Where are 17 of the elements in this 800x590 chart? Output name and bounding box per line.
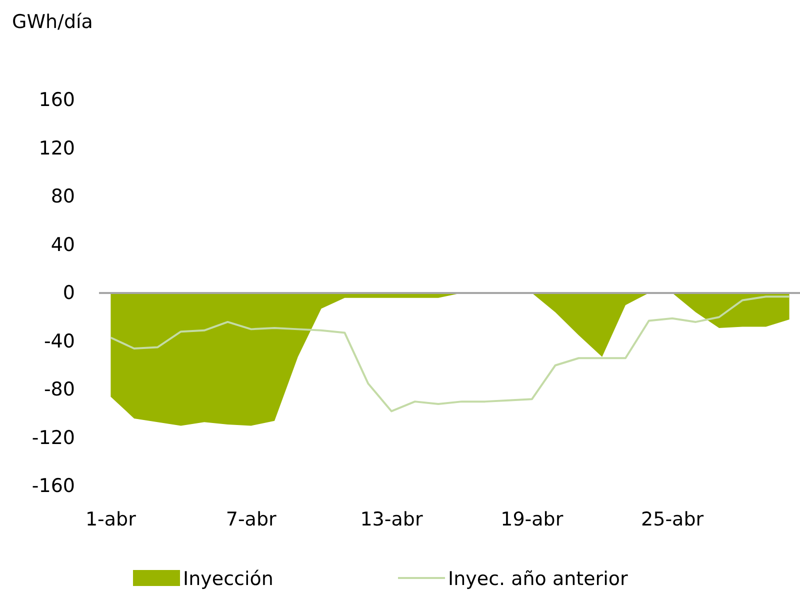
x-tick-label: 25-abr (641, 508, 704, 530)
y-tick-label: 40 (50, 234, 75, 256)
y-tick-label: 160 (38, 89, 75, 112)
legend-label: Inyec. año anterior (448, 568, 628, 590)
x-tick-label: 19-abr (500, 508, 564, 530)
y-tick-label: 120 (38, 137, 75, 160)
x-tick-label: 13-abr (360, 508, 423, 530)
legend-label: Inyección (183, 568, 274, 590)
y-tick-label: -120 (32, 426, 75, 449)
x-tick-label: 1-abr (85, 508, 136, 530)
y-tick-label: 80 (50, 186, 75, 208)
y-tick-label: -40 (44, 330, 75, 352)
y-tick-label: -80 (44, 378, 75, 401)
x-tick-label: 7-abr (226, 508, 277, 530)
y-axis-title: GWh/día (12, 11, 93, 33)
y-tick-label: -160 (32, 475, 75, 498)
y-tick-label: 0 (62, 282, 75, 304)
